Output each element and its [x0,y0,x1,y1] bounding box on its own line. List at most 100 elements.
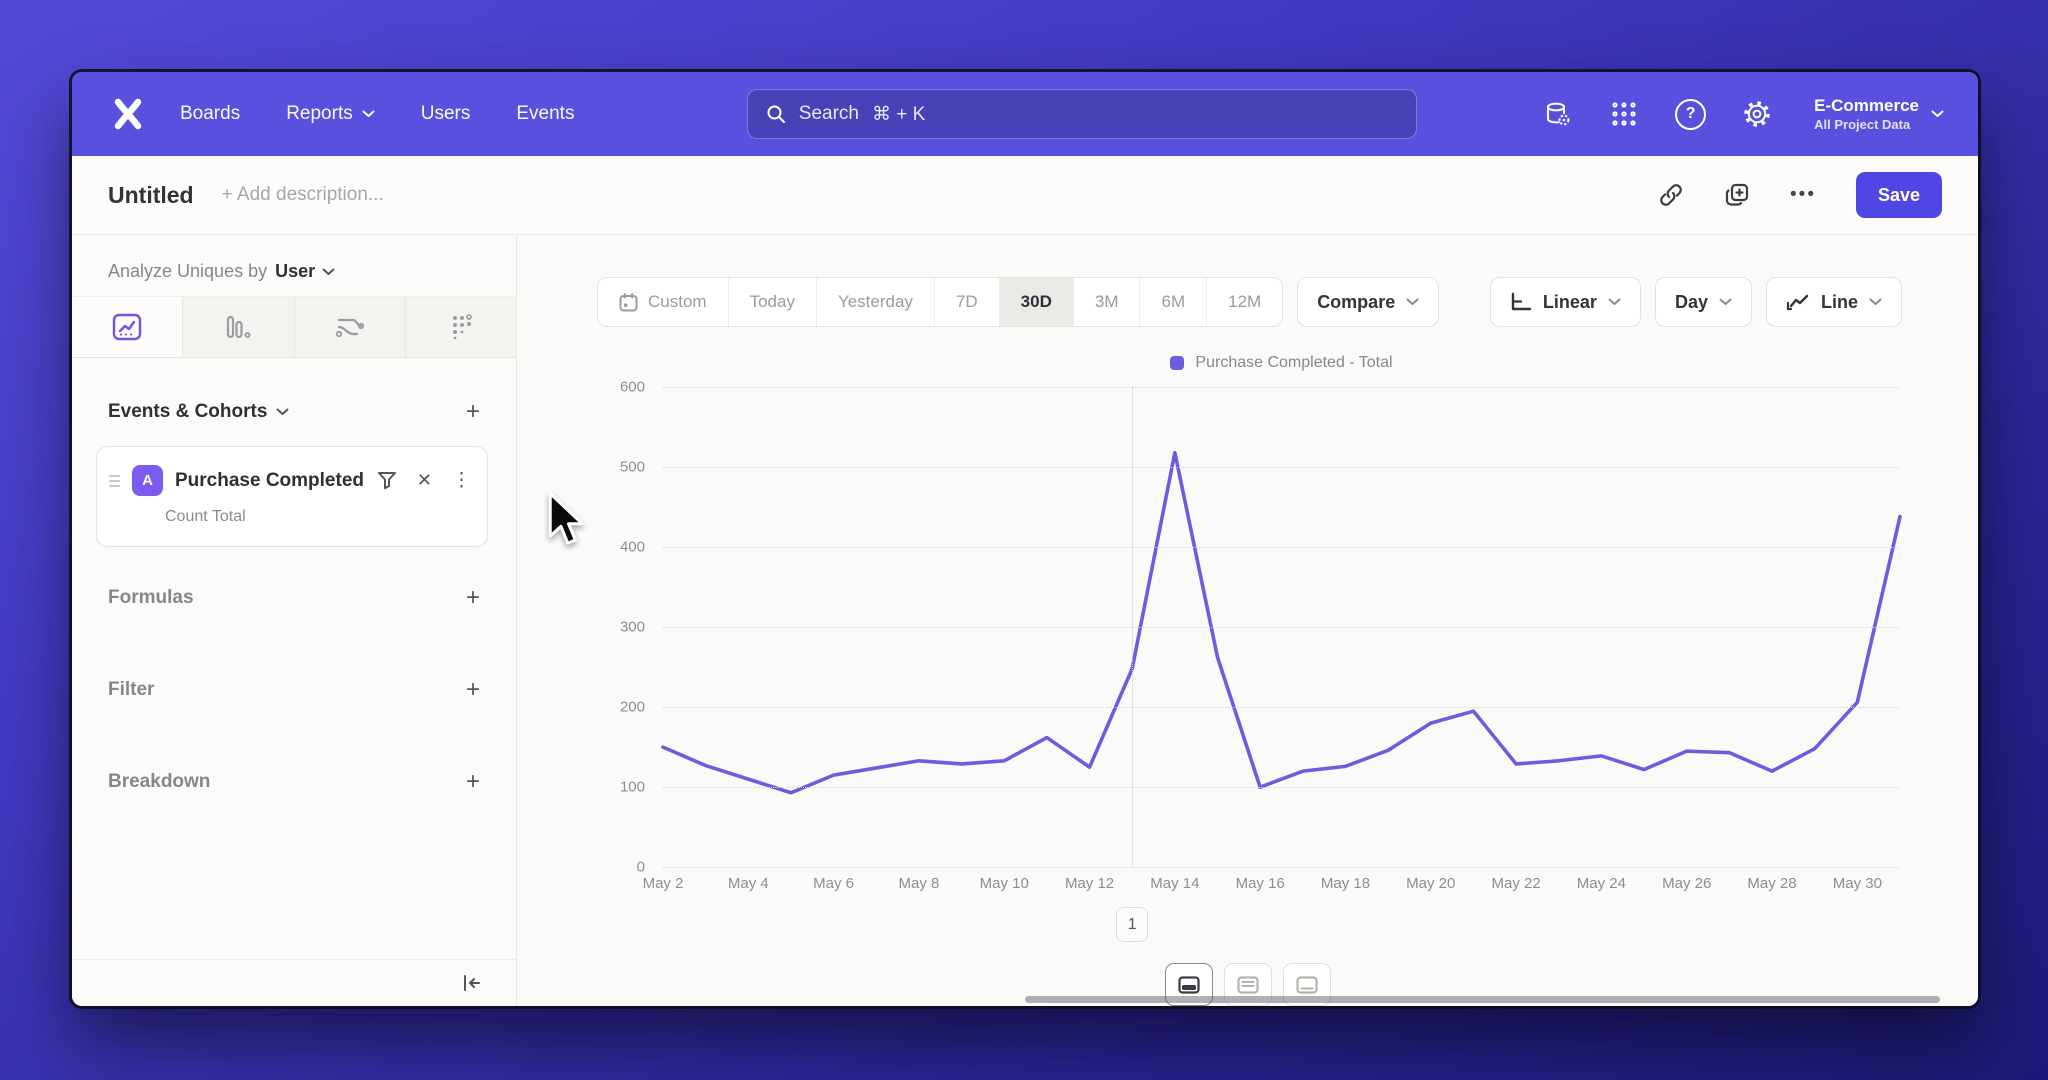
range-label: 7D [955,292,978,311]
y-axis-label: 400 [619,538,645,556]
legend-label: Purchase Completed - Total [1195,353,1393,371]
project-selector[interactable]: E-Commerce All Project Data [1814,95,1944,133]
search-shortcut: ⌘ + K [871,103,926,125]
help-icon[interactable]: ? [1675,98,1707,130]
y-axis-label: 100 [619,778,645,796]
y-axis-label: 500 [619,458,645,476]
x-axis-label: May 8 [898,875,940,893]
chart-legend[interactable]: Purchase Completed - Total [663,353,1900,373]
compare-button[interactable]: Compare [1297,277,1440,327]
analyze-label: Analyze Uniques by [108,261,268,281]
event-name[interactable]: Purchase Completed [175,469,364,491]
chevron-down-icon [362,110,375,117]
scale-dropdown[interactable]: Linear [1489,277,1641,327]
x-axis-label: May 18 [1320,875,1371,893]
event-aggregation[interactable]: Count Total [165,508,246,525]
chevron-down-icon [1719,298,1732,305]
interval-label: Day [1674,291,1708,312]
range-label: Custom [648,292,707,311]
range-30d-active[interactable]: 30D [999,278,1074,326]
nav-item-boards[interactable]: Boards [180,103,240,125]
nav-item-events[interactable]: Events [516,103,574,125]
range-custom[interactable]: Custom [598,278,729,326]
chevron-down-icon [1406,298,1419,305]
scatter-grid-icon [452,314,474,340]
remove-event-icon[interactable]: ✕ [416,470,432,490]
apps-grid-icon[interactable] [1609,99,1639,129]
more-options-icon[interactable]: ••• [1790,184,1816,205]
report-title-bar: Untitled + Add description... ••• Save [72,156,1978,235]
add-formula-button[interactable]: + [465,584,480,611]
report-title[interactable]: Untitled [108,181,194,208]
x-axis-label: May 22 [1491,875,1541,893]
drag-handle-icon[interactable] [109,474,120,487]
plot-area[interactable]: 0 100 200 300 400 500 600 [620,378,1902,876]
copy-link-icon[interactable] [1658,182,1684,208]
tab-bar-chart[interactable] [183,297,295,357]
help-glyph: ? [1685,105,1696,122]
chevron-down-icon [1931,110,1944,117]
nav-item-users[interactable]: Users [421,103,471,125]
analyze-uniques-row: Analyze Uniques by User [72,235,516,296]
line-series-svg [661,450,1902,795]
layout-chart-top-toggle[interactable] [1164,963,1213,1006]
add-breakdown-button[interactable]: + [465,768,480,795]
filter-funnel-icon[interactable] [377,471,397,490]
event-card[interactable]: A Purchase Completed ✕ ⋮ Count Total [96,446,488,547]
tab-flow-chart[interactable] [294,297,406,357]
annotation-marker-line [1132,386,1134,868]
section-label: Breakdown [108,771,211,792]
tab-scatter-chart[interactable] [405,297,516,357]
analyze-value-dropdown[interactable]: User [275,261,335,282]
sidebar-section-filter[interactable]: Filter + [108,675,480,705]
event-more-icon[interactable]: ⋮ [452,470,471,491]
nav-item-reports[interactable]: Reports [286,103,375,125]
section-label: Filter [108,679,155,700]
y-axis-label: 600 [619,378,645,396]
save-button[interactable]: Save [1856,172,1942,218]
add-filter-button[interactable]: + [465,676,480,703]
interval-dropdown[interactable]: Day [1654,277,1752,327]
gridline-y-200 [663,707,1900,709]
section-label: Formulas [108,587,194,608]
range-12m[interactable]: 12M [1207,278,1282,326]
range-7d[interactable]: 7D [935,278,1000,326]
chart-panel: Custom Today Yesterday 7D 30D 3M 6M 12M … [517,235,1978,1006]
x-axis-label: May 24 [1576,875,1627,893]
sidebar-section-formulas[interactable]: Formulas + [108,583,480,613]
settings-gear-icon[interactable] [1742,99,1772,129]
sidebar-section-breakdown[interactable]: Breakdown + [108,767,480,797]
tab-line-chart[interactable] [72,297,184,357]
collapse-sidebar-icon[interactable] [462,974,482,992]
data-management-icon[interactable] [1543,99,1573,129]
range-6m[interactable]: 6M [1140,278,1208,326]
chart-type-label: Line [1820,291,1858,312]
x-axis-label: May 10 [979,875,1029,893]
linear-axis-icon [1510,292,1532,312]
gridline-y-300 [663,627,1900,628]
layout-chart-only-toggle[interactable] [1282,963,1331,1006]
legend-swatch [1170,355,1185,370]
range-yesterday[interactable]: Yesterday [817,278,935,326]
x-axis-label: May 14 [1150,875,1200,893]
duplicate-icon[interactable] [1724,182,1750,208]
add-event-button[interactable]: + [465,398,480,425]
events-cohorts-header[interactable]: Events & Cohorts + [108,400,480,424]
y-axis-label: 300 [619,618,645,636]
y-axis-label: 0 [636,858,645,876]
panel-base-icon [1296,976,1318,994]
annotation-badge[interactable]: 1 [1116,907,1149,943]
layout-rows-toggle[interactable] [1223,963,1272,1006]
top-nav: Boards Reports Users Events Search ⌘ + K [72,72,1978,156]
add-description-field[interactable]: + Add description... [221,184,384,205]
search-input[interactable]: Search ⌘ + K [746,89,1417,139]
mixpanel-logo-icon[interactable] [106,94,150,134]
horizontal-scrollbar[interactable] [1025,996,1940,1003]
nav-item-label: Users [420,103,471,124]
gridline-y-0 [663,867,1900,869]
chart-type-dropdown[interactable]: Line [1765,277,1902,327]
range-today[interactable]: Today [729,278,817,326]
range-3m[interactable]: 3M [1074,278,1141,326]
event-letter-badge: A [132,465,163,496]
x-axis-label: May 20 [1406,875,1456,893]
